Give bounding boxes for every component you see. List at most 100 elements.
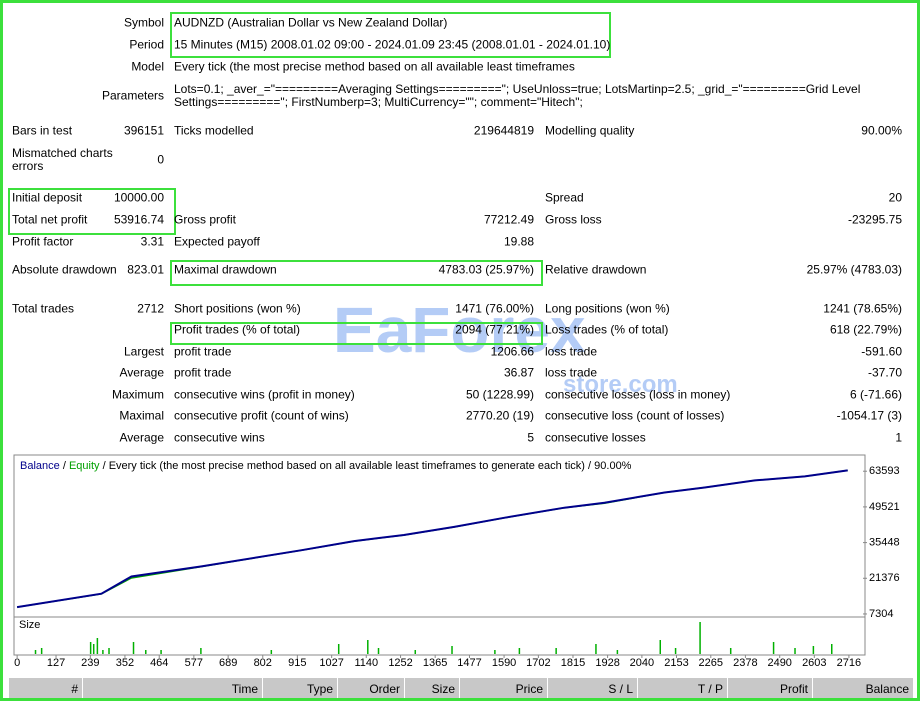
- row-value: 77212.49: [483, 212, 534, 227]
- x-tick-label: 802: [254, 657, 272, 669]
- row-value: 25.97% (4783.03): [806, 262, 902, 277]
- row-label: consecutive losses (loss in money): [545, 387, 731, 402]
- column-header[interactable]: Size: [405, 678, 460, 698]
- y-tick-label: 7304: [869, 608, 893, 620]
- row-label: consecutive wins: [174, 430, 265, 445]
- x-tick-label: 1702: [526, 657, 550, 669]
- row-value: 1471 (76.00%): [455, 301, 534, 316]
- x-tick-label: 2603: [802, 657, 826, 669]
- chart-frame: [13, 454, 866, 656]
- x-tick-label: 1590: [492, 657, 516, 669]
- x-tick-label: 239: [81, 657, 99, 669]
- row-value: 618 (22.79%): [829, 322, 902, 337]
- column-header[interactable]: Balance: [813, 678, 914, 698]
- row-label: Short positions (won %): [174, 301, 301, 316]
- x-tick-label: 0: [14, 657, 20, 669]
- x-tick-label: 1252: [388, 657, 412, 669]
- x-tick-label: 2716: [837, 657, 861, 669]
- legend-entry: Equity: [69, 460, 100, 472]
- row-value: 2712: [137, 301, 164, 316]
- highlight-box: [170, 260, 543, 286]
- row-value: 1: [895, 430, 902, 445]
- separator: /: [60, 460, 69, 472]
- chart-subtitle: Every tick (the most precise method base…: [109, 460, 585, 472]
- x-tick-label: 2265: [699, 657, 723, 669]
- row-value: 3.31: [140, 234, 164, 249]
- row-value: 53916.74: [113, 212, 164, 227]
- row-label: Mismatched charts errors: [12, 146, 113, 173]
- y-tick-label: 21376: [869, 572, 900, 584]
- row-label: consecutive losses: [545, 430, 646, 445]
- chart-quality: 90.00%: [594, 460, 632, 472]
- row-value: 4783.03 (25.97%): [438, 262, 534, 277]
- row-label: Loss trades (% of total): [545, 322, 669, 337]
- row-label: Ticks modelled: [174, 123, 254, 138]
- x-tick-label: 2153: [664, 657, 688, 669]
- row-text: Every tick (the most precise method base…: [174, 59, 575, 74]
- x-tick-label: 577: [185, 657, 203, 669]
- row-value: 19.88: [503, 234, 534, 249]
- row-label: Gross loss: [545, 212, 602, 227]
- row-label: Bars in test: [12, 123, 73, 138]
- row-label: Parameters: [101, 88, 164, 103]
- row-label: Maximal: [119, 408, 164, 423]
- column-header[interactable]: T / P: [638, 678, 728, 698]
- column-header[interactable]: Time: [83, 678, 263, 698]
- legend-entry: Balance: [20, 460, 60, 472]
- row-label: Relative drawdown: [545, 262, 647, 277]
- y-tick-label: 63593: [869, 465, 900, 477]
- column-header[interactable]: S / L: [548, 678, 638, 698]
- column-header[interactable]: #: [9, 678, 83, 698]
- x-tick-label: 1365: [423, 657, 447, 669]
- watermark: EaForex: [333, 294, 586, 366]
- highlight-box: [170, 12, 611, 58]
- row-value: 396151: [123, 123, 164, 138]
- highlight-box: [170, 322, 543, 345]
- row-label: Average: [119, 365, 164, 380]
- separator: /: [585, 460, 594, 472]
- row-value: 5: [527, 430, 534, 445]
- x-tick-label: 1140: [354, 657, 378, 669]
- row-label: profit trade: [174, 344, 232, 359]
- row-label: Average: [119, 430, 164, 445]
- separator: /: [100, 460, 109, 472]
- x-tick-label: 1815: [561, 657, 585, 669]
- row-label: Period: [129, 37, 164, 52]
- column-header[interactable]: Price: [460, 678, 548, 698]
- row-label: loss trade: [545, 365, 598, 380]
- row-value: -37.70: [867, 365, 902, 380]
- row-label: Maximal drawdown: [174, 262, 277, 277]
- row-value: 6 (-71.66): [849, 387, 902, 402]
- x-tick-label: 127: [47, 657, 65, 669]
- row-value: 20: [888, 190, 902, 205]
- row-label: Spread: [545, 190, 584, 205]
- row-value: 50 (1228.99): [465, 387, 534, 402]
- row-label: Model: [131, 59, 164, 74]
- row-text: AUDNZD (Australian Dollar vs New Zealand…: [174, 15, 448, 30]
- row-text: Lots=0.1; _aver_="=========Averaging Set…: [174, 82, 861, 109]
- row-label: Total net profit: [12, 212, 88, 227]
- column-header[interactable]: Profit: [728, 678, 813, 698]
- row-label: Gross profit: [174, 212, 237, 227]
- column-header[interactable]: Type: [263, 678, 338, 698]
- row-value: 219644819: [473, 123, 534, 138]
- x-tick-label: 689: [219, 657, 237, 669]
- row-label: Maximum: [111, 387, 164, 402]
- x-tick-label: 352: [116, 657, 134, 669]
- legend: Balance / Equity / Every tick (the most …: [20, 460, 632, 472]
- row-label: Initial deposit: [12, 190, 83, 205]
- row-label: consecutive profit (count of wins): [174, 408, 349, 423]
- column-header[interactable]: Order: [338, 678, 405, 698]
- row-label: Absolute drawdown: [12, 262, 117, 277]
- row-label: Total trades: [12, 301, 75, 316]
- row-value: -1054.17 (3): [836, 408, 902, 423]
- row-label: consecutive loss (count of losses): [545, 408, 725, 423]
- x-tick-label: 2378: [733, 657, 757, 669]
- x-tick-label: 464: [150, 657, 168, 669]
- row-text: 15 Minutes (M15) 2008.01.02 09:00 - 2024…: [174, 37, 611, 52]
- y-tick-label: 49521: [869, 501, 900, 513]
- x-tick-label: 1928: [595, 657, 619, 669]
- row-label: Long positions (won %): [545, 301, 670, 316]
- x-tick-label: 1477: [457, 657, 481, 669]
